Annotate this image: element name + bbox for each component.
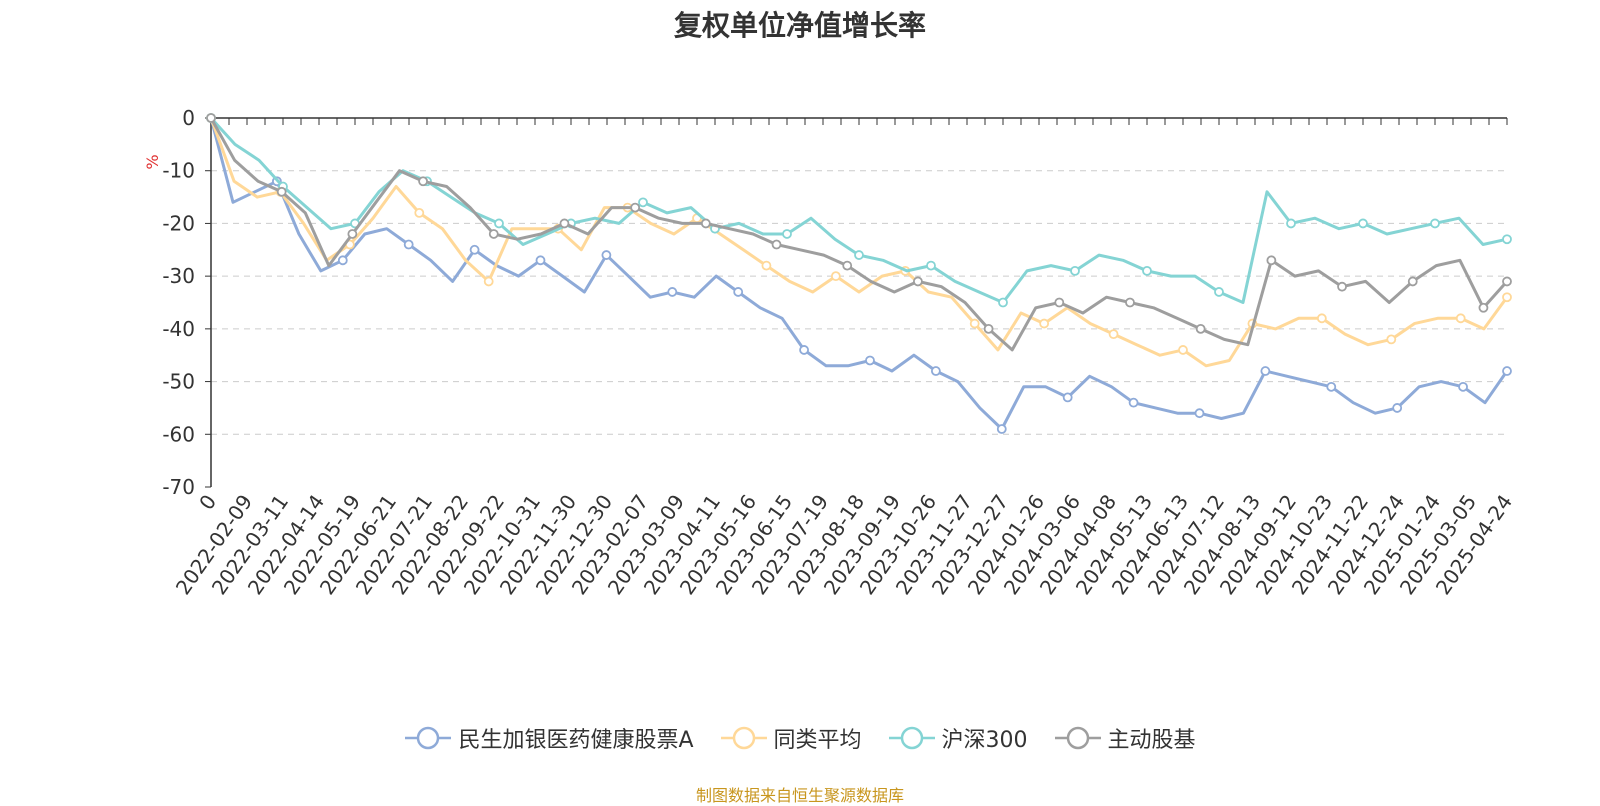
data-point [998,297,1008,308]
y-tick-label: -20 [162,211,195,235]
data-point [771,239,782,250]
data-point [276,186,287,197]
data-point [1286,218,1296,229]
data-point [1430,218,1440,229]
data-point [830,271,841,282]
data-point [1316,313,1327,324]
data-point [930,366,941,376]
data-point [1326,381,1337,392]
legend-item[interactable]: 民生加银医药健康股票A [404,722,694,754]
legend-label: 民生加银医药健康股票A [458,728,694,753]
data-point [926,260,936,271]
data-point [983,323,994,334]
data-point [865,355,875,366]
data-point [206,113,216,123]
y-tick-label: -60 [162,422,195,446]
series-line [209,116,1509,368]
data-point [969,318,980,329]
data-point [913,276,923,287]
data-point [1062,392,1073,403]
legend-item[interactable]: 同类平均 [720,722,862,754]
data-point [1039,318,1050,329]
legend-marker-icon [888,726,935,750]
legend: 民生加银医药健康股票A 同类平均 沪深300 主动股基 [0,722,1600,754]
data-point [347,229,358,239]
data-point [638,197,648,208]
legend-item[interactable]: 主动股基 [1054,722,1196,754]
data-point [700,218,711,229]
data-point [1142,265,1152,276]
data-point [1337,281,1347,292]
data-point [483,276,494,287]
data-point [1195,323,1206,334]
data-point [1392,403,1403,413]
y-tick-label: -70 [162,475,195,499]
legend-item[interactable]: 沪深300 [888,722,1028,754]
grid-lines [211,170,1507,435]
data-point [782,229,792,239]
data-point [1458,381,1468,392]
data-point [1108,329,1119,340]
legend-marker-icon [1054,726,1101,750]
data-point [1260,366,1271,376]
data-point [1070,265,1080,276]
y-tick-label: -10 [162,159,195,183]
data-point [1358,218,1368,229]
data-point [418,176,428,187]
data-point [559,218,570,229]
data-point [854,250,864,260]
y-tick-label: -50 [162,370,195,394]
series-line [209,116,1509,352]
data-point [1054,297,1065,308]
source-note: 制图数据来自恒生聚源数据库 [695,786,904,805]
data-point [630,202,641,213]
legend-label: 主动股基 [1107,728,1196,753]
data-point [667,287,678,297]
data-point [488,229,499,239]
y-axis-unit-label: % [143,154,162,169]
series-line [209,116,1509,431]
data-point [1502,292,1512,303]
y-tick-label: -30 [162,264,195,288]
data-point [799,345,809,355]
data-point [414,207,425,218]
data-point [1128,397,1139,408]
data-point [403,239,414,250]
data-point [1478,302,1489,313]
legend-label: 同类平均 [773,728,862,753]
legend-marker-icon [405,726,452,750]
y-tick-label: 0 [182,106,195,130]
series-lines [206,113,1512,434]
data-point [469,244,480,255]
legend-label: 沪深300 [941,728,1028,753]
chart-title: 复权单位净值增长率 [673,9,926,42]
data-point [535,255,546,266]
x-tick-label: 0 [194,490,221,514]
data-point [996,424,1007,434]
data-point [337,255,348,266]
data-point [1194,408,1205,419]
data-point [842,260,853,271]
data-point [1502,366,1512,376]
data-point [1214,287,1224,297]
data-point [1407,276,1418,287]
axes: 0-10-20-30-40-50-60-7002022-02-092022-03… [162,106,1517,599]
data-point [601,250,612,260]
y-tick-label: -40 [162,317,195,341]
legend-marker-icon [720,726,767,750]
data-point [494,218,504,229]
data-point [733,287,744,297]
data-point [1178,345,1188,355]
data-point [1455,313,1466,324]
data-point [761,260,772,271]
data-point [1266,255,1277,266]
data-point [1125,297,1135,308]
data-point [1502,234,1512,245]
data-point [1502,276,1512,287]
data-point [1386,334,1397,345]
